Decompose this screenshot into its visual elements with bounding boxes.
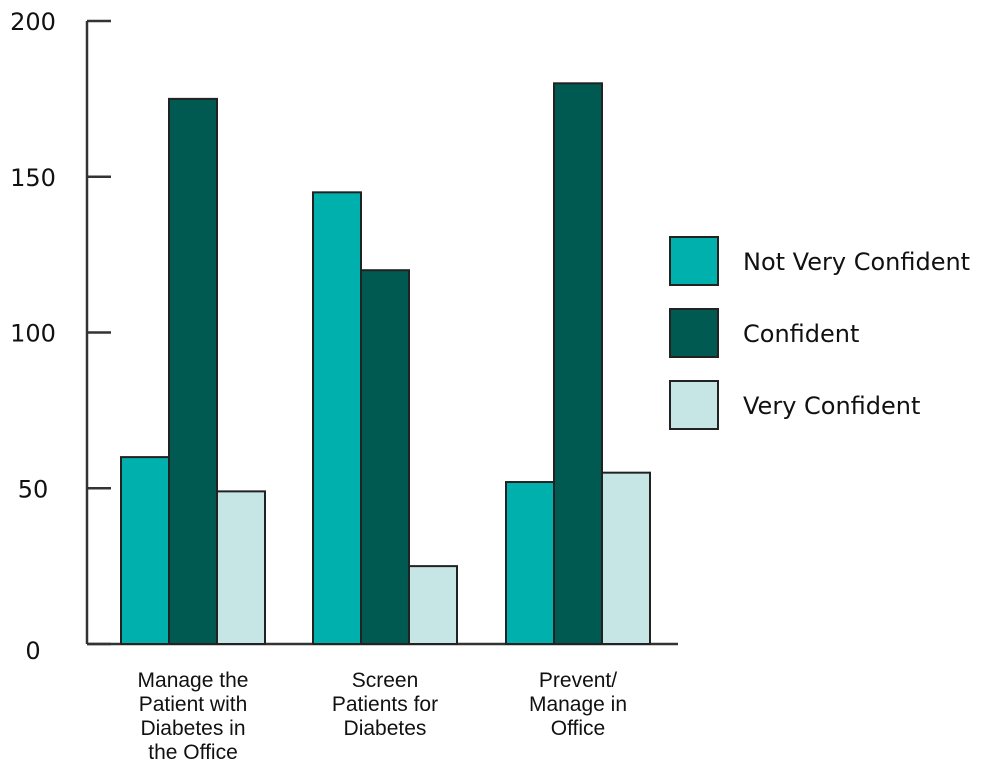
- legend-label: Not Very Confident: [743, 248, 970, 276]
- bar: [360, 269, 410, 645]
- legend-item: Very Confident: [669, 380, 920, 430]
- category-label-line: Office: [551, 717, 605, 740]
- legend-swatch: [669, 380, 719, 430]
- legend-label: Confident: [743, 320, 859, 348]
- y-tick-label: 150: [10, 164, 56, 192]
- bars: [120, 82, 651, 646]
- y-tick-label: 100: [10, 320, 56, 348]
- y-ticks: 0 50 100 150 200: [10, 8, 111, 665]
- legend-swatch: [669, 308, 719, 358]
- category-label-line: Prevent/: [539, 669, 617, 692]
- bar: [408, 565, 458, 645]
- category-label-line: Screen: [352, 669, 419, 692]
- bar: [553, 82, 603, 646]
- bar: [216, 490, 266, 645]
- legend-label: Very Confident: [743, 392, 920, 420]
- category-label-line: Manage the: [138, 669, 249, 692]
- bar: [601, 471, 651, 645]
- legend-item: Not Very Confident: [669, 236, 970, 286]
- category-label-line: Diabetes: [344, 717, 427, 740]
- category-label-line: Diabetes in: [140, 717, 245, 740]
- bar: [168, 97, 218, 645]
- y-tick-label: 50: [18, 475, 49, 503]
- legend-item: Confident: [669, 308, 859, 358]
- legend-swatch: [669, 236, 719, 286]
- category-label-line: Patient with: [139, 693, 248, 716]
- y-tick-label: 200: [10, 8, 56, 36]
- category-label-line: the Office: [148, 741, 238, 764]
- y-tick-label: 0: [25, 637, 40, 665]
- bar: [312, 191, 362, 645]
- legend: Not Very Confident Confident Very Confiden…: [669, 236, 970, 430]
- category-label-line: Patients for: [332, 693, 438, 716]
- category-label-line: Manage in: [529, 693, 627, 716]
- bar: [120, 456, 170, 645]
- bar: [505, 481, 555, 645]
